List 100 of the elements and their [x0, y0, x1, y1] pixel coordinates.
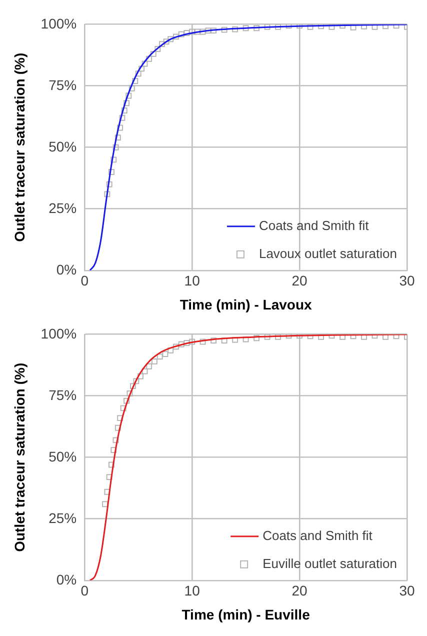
- y-tick-label: 75%: [48, 76, 77, 93]
- point: [172, 344, 179, 350]
- y-tick-label: 50%: [48, 448, 77, 464]
- y-tick-label: 25%: [48, 200, 77, 216]
- legend-label: Coats and Smith fit: [258, 218, 370, 233]
- point: [307, 334, 314, 340]
- point: [154, 46, 161, 52]
- point: [210, 338, 217, 344]
- point: [194, 28, 200, 35]
- point: [340, 24, 346, 29]
- point: [142, 368, 148, 374]
- point: [242, 336, 249, 342]
- point: [138, 373, 144, 380]
- point: [254, 335, 260, 342]
- point: [114, 134, 121, 141]
- y-tick-label: 50%: [48, 138, 77, 154]
- x-axis-title: Time (min) - Euville: [182, 606, 310, 622]
- point: [163, 38, 170, 45]
- point: [159, 41, 165, 48]
- point: [151, 358, 158, 364]
- point: [232, 336, 238, 343]
- legend-label: Lavoux outlet saturation: [258, 246, 398, 261]
- x-tick-label: 0: [80, 272, 89, 289]
- point: [184, 340, 190, 346]
- y-tick-label: 25%: [48, 510, 77, 526]
- point: [189, 28, 196, 35]
- x-axis-title: Time (min) - Lavoux: [180, 296, 312, 312]
- point: [286, 334, 292, 339]
- point: [138, 66, 145, 72]
- point: [264, 334, 270, 340]
- point: [126, 390, 133, 396]
- point: [232, 26, 238, 32]
- x-tick-label: 30: [399, 582, 415, 599]
- point: [121, 108, 128, 114]
- point: [156, 354, 163, 360]
- point: [210, 28, 217, 34]
- point: [126, 92, 132, 99]
- legend-label: Coats and Smith fit: [262, 528, 373, 543]
- point: [318, 24, 324, 30]
- point: [221, 26, 228, 33]
- x-tick-label: 20: [292, 582, 308, 599]
- point: [108, 169, 114, 175]
- point: [124, 100, 130, 106]
- point: [296, 334, 303, 339]
- point: [221, 338, 228, 344]
- point: [205, 28, 212, 34]
- point: [110, 447, 117, 453]
- point: [184, 30, 190, 36]
- point: [275, 334, 282, 340]
- point: [120, 405, 126, 412]
- point: [150, 50, 156, 57]
- point: [119, 114, 126, 121]
- x-tick-label: 10: [184, 272, 200, 289]
- point: [146, 56, 152, 62]
- point: [275, 24, 282, 30]
- point: [168, 36, 174, 42]
- point: [117, 124, 124, 131]
- legend-label: Euville outlet saturation: [262, 556, 398, 571]
- point: [114, 424, 121, 431]
- point: [106, 474, 112, 480]
- point: [242, 25, 249, 32]
- point: [128, 85, 135, 92]
- x-tick-label: 20: [292, 272, 308, 289]
- point: [110, 156, 117, 163]
- point: [104, 191, 110, 198]
- point: [146, 363, 152, 370]
- y-tick-label: 100%: [40, 15, 77, 32]
- x-tick-label: 0: [80, 582, 89, 599]
- point: [104, 488, 110, 495]
- y-axis-title: Outlet traceur saturation (%): [11, 52, 28, 242]
- point: [102, 501, 108, 508]
- point: [133, 378, 140, 384]
- y-tick-label: 75%: [48, 386, 77, 403]
- point: [200, 28, 206, 35]
- point: [106, 181, 112, 188]
- point: [142, 60, 148, 67]
- point: [178, 31, 184, 38]
- point: [124, 398, 130, 404]
- point: [135, 70, 142, 77]
- point: [112, 144, 119, 150]
- point: [172, 34, 179, 40]
- y-tick-label: 0%: [56, 571, 77, 588]
- y-tick-label: 100%: [40, 325, 77, 342]
- point: [117, 415, 124, 422]
- y-axis-title: Outlet traceur saturation (%): [11, 362, 28, 552]
- point: [307, 24, 314, 30]
- point: [162, 351, 168, 358]
- point: [189, 338, 196, 345]
- point: [254, 25, 260, 32]
- x-tick-label: 30: [399, 272, 415, 289]
- x-tick-label: 10: [184, 582, 200, 599]
- point: [132, 78, 138, 84]
- point: [178, 341, 184, 348]
- point: [200, 338, 206, 345]
- point: [108, 462, 114, 468]
- point: [264, 24, 270, 30]
- point: [112, 437, 119, 444]
- point: [296, 24, 303, 29]
- y-tick-label: 0%: [56, 261, 77, 278]
- point: [286, 24, 292, 29]
